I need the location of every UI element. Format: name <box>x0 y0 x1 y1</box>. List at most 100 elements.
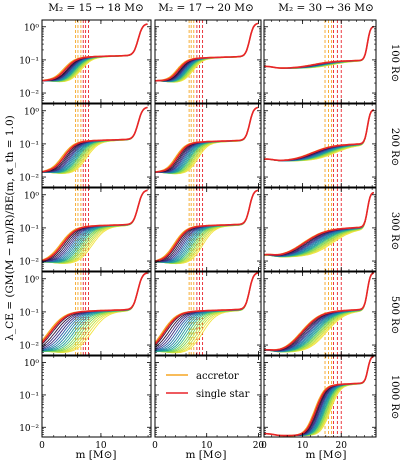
single-star-curve <box>264 191 375 256</box>
y-tick-label: 10⁻² <box>19 174 39 184</box>
series-curve <box>42 23 148 82</box>
single-star-curve <box>264 272 375 351</box>
series-curve <box>264 26 374 69</box>
x-axis-label-2: m [M⊙] <box>185 449 226 461</box>
panel-frame <box>41 19 152 104</box>
panel-r2-c1: 10⁻² 10⁻¹ 10⁰ <box>19 103 152 188</box>
plot-area <box>42 188 148 271</box>
accretor-curve <box>42 23 148 82</box>
single-star-curve <box>155 22 259 82</box>
x-tick-label: 10 <box>297 441 309 451</box>
y-axis-label: λ_CE = (GM(M − m)/R)/BE(m, α_th = 1.0) <box>4 115 16 340</box>
single-star-curve <box>264 356 375 437</box>
series-curve <box>155 272 259 351</box>
series-curve <box>264 26 374 69</box>
series-curve <box>264 26 374 69</box>
panel-frame <box>41 355 152 438</box>
series-curve <box>155 22 259 82</box>
single-star-curve <box>42 106 148 173</box>
panel-r4-c2 <box>154 271 262 356</box>
series-curve <box>155 22 259 82</box>
x-tick-label: 0 <box>39 441 45 451</box>
panel-r4-c1: 10⁻² 10⁻¹ 10⁰ <box>19 271 152 356</box>
series-curve <box>42 23 148 82</box>
plot-area <box>264 104 375 187</box>
plot-area <box>155 272 259 355</box>
series-curve <box>42 23 148 82</box>
plot-area <box>264 188 375 271</box>
y-tick-label: 10⁻¹ <box>19 224 39 234</box>
series-curve <box>264 26 374 69</box>
y-tick-label: 10⁻² <box>19 258 39 268</box>
series-curve <box>155 22 259 83</box>
panel-r1-c1: 10⁻² 10⁻¹ 10⁰ <box>19 19 152 104</box>
series-curve <box>42 23 148 82</box>
series-curve <box>264 109 374 162</box>
y-tick-label: 10⁰ <box>24 275 39 285</box>
row-label-1000: 1000 R⊙ <box>389 375 400 420</box>
series-curve <box>155 22 259 82</box>
accretor-curve <box>155 22 259 82</box>
series-curve <box>42 23 148 82</box>
accretor-curve <box>42 106 148 173</box>
series-curve <box>264 26 374 69</box>
series-curve <box>42 23 148 82</box>
y-tick-label: 10⁰ <box>24 191 39 201</box>
series-curve <box>264 26 374 69</box>
single-star-curve <box>42 189 148 262</box>
legend: accretor single star <box>166 371 250 400</box>
single-star-curve <box>264 109 375 162</box>
series-curve <box>155 22 259 83</box>
legend-label-single-star: single star <box>196 389 250 400</box>
panel-r1-c2 <box>154 19 262 104</box>
x-tick-label: 20 <box>253 441 265 451</box>
series-curve <box>264 26 374 69</box>
series-curve <box>264 26 374 69</box>
plot-area <box>42 20 148 103</box>
series-curve <box>42 23 148 82</box>
panel-r5-c1: 10⁻² 10⁻¹ 10⁰ 0 10 <box>19 355 152 451</box>
panel-frame <box>154 19 262 104</box>
series-curve <box>42 23 148 82</box>
x-axis-label-1: m [M⊙] <box>75 449 116 461</box>
single-star-curve <box>42 272 148 344</box>
row-label-500: 500 R⊙ <box>389 296 400 334</box>
y-tick-label: 10⁻¹ <box>19 308 39 318</box>
y-tick-label: 10⁰ <box>24 359 39 369</box>
series-curve <box>264 272 374 353</box>
y-tick-label: 10⁻¹ <box>19 56 39 66</box>
plot-area <box>42 272 148 355</box>
panel-r5-c2: 0 10 20 <box>152 355 265 451</box>
series-curve <box>264 26 374 69</box>
y-tick-label: 10⁻¹ <box>19 140 39 150</box>
row-label-100: 100 R⊙ <box>389 44 400 82</box>
single-star-curve <box>264 25 375 69</box>
y-tick-label: 10⁰ <box>24 23 39 33</box>
series-curve <box>42 23 148 82</box>
x-tick-label: 0 <box>152 441 158 451</box>
series-curve <box>264 26 374 69</box>
x-tick-label: 20 <box>336 441 348 451</box>
single-star-curve <box>155 272 259 345</box>
x-tick-label: 10 <box>95 441 107 451</box>
series-curve <box>155 22 259 82</box>
panel-r2-c2 <box>154 103 262 188</box>
row-label-200: 200 R⊙ <box>389 128 400 166</box>
y-tick-label: 10⁻¹ <box>19 391 39 401</box>
plot-area <box>264 20 375 103</box>
series-curve <box>155 22 259 83</box>
plot-area <box>264 272 375 355</box>
panel-frame <box>263 271 377 356</box>
series-curve <box>264 26 374 69</box>
plot-area <box>155 104 259 187</box>
panel-r3-c1: 10⁻² 10⁻¹ 10⁰ <box>19 187 152 272</box>
column-title-3: M₂ = 30 → 36 M⊙ <box>278 2 374 14</box>
series-curve <box>155 22 259 82</box>
y-tick-label: 10⁻² <box>19 342 39 352</box>
series-curve <box>264 26 374 69</box>
series-curve <box>155 22 259 82</box>
plot-area <box>155 20 259 103</box>
series-curve <box>155 272 259 352</box>
row-label-300: 300 R⊙ <box>389 212 400 250</box>
series-curve <box>42 23 148 82</box>
